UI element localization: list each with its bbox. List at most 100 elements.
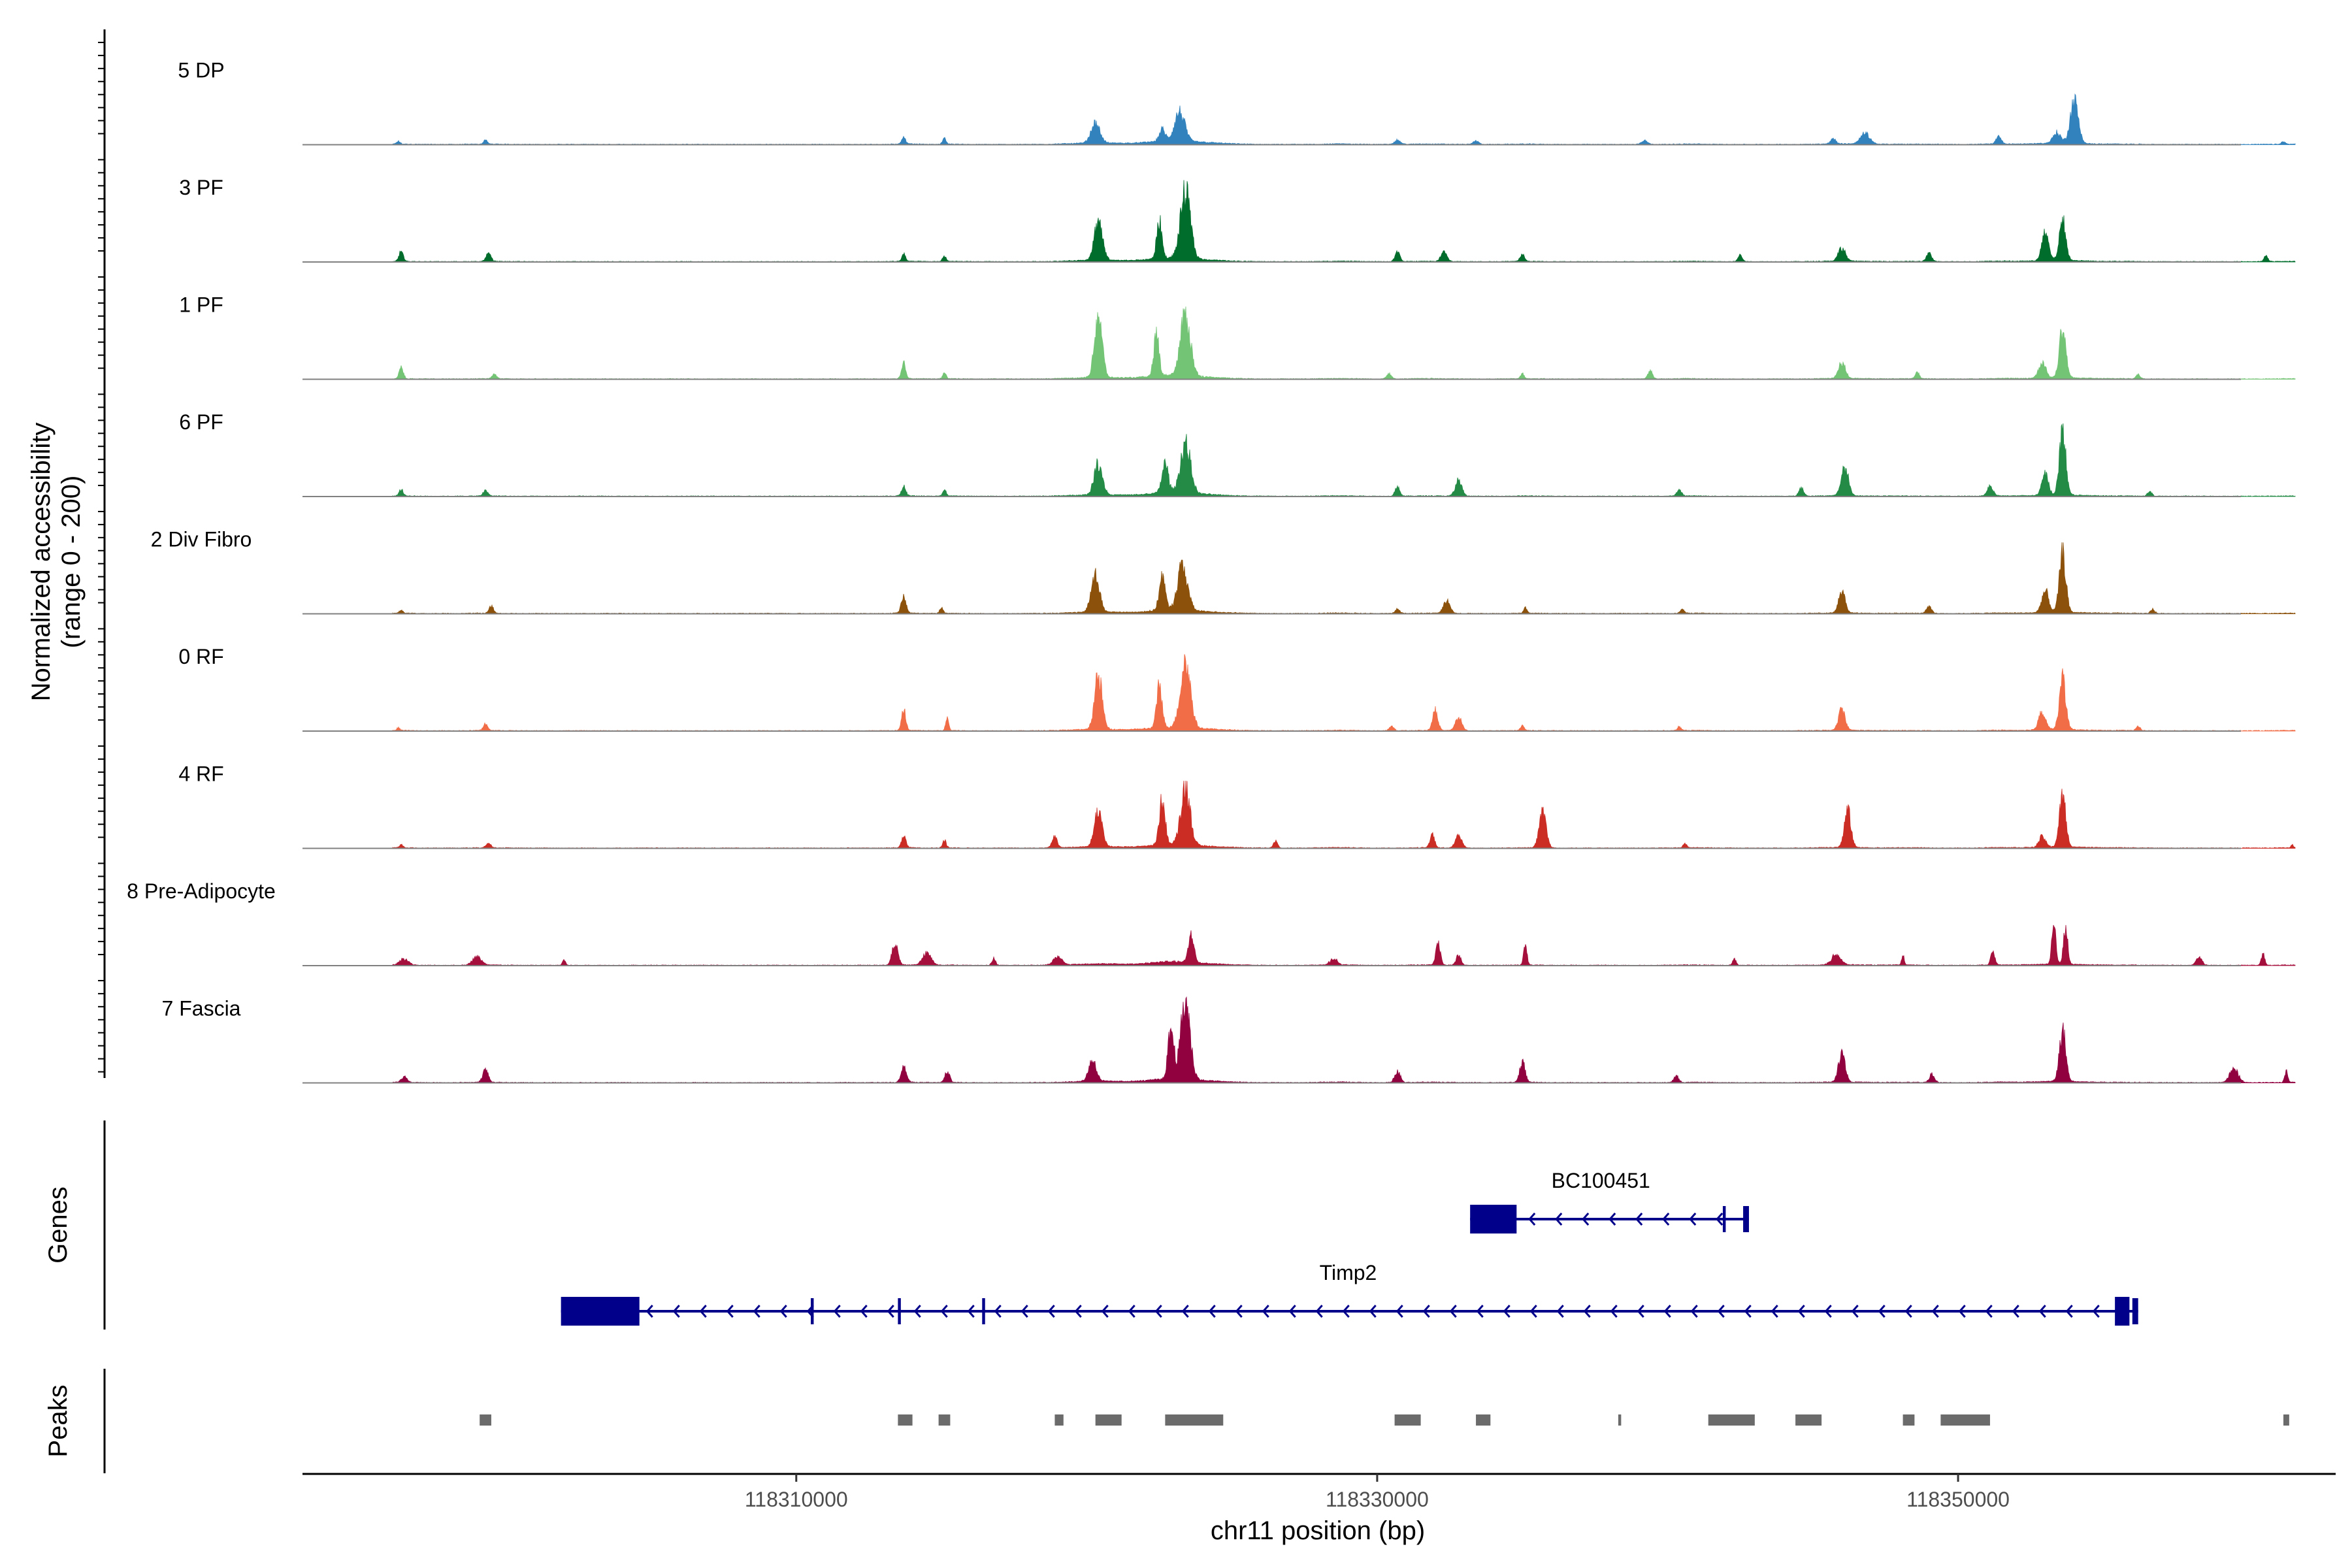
strand-chevron [2065, 1305, 2073, 1318]
strand-chevron [1797, 1305, 1805, 1318]
gene-exon [561, 1297, 640, 1326]
strand-chevron [1528, 1213, 1536, 1226]
strand-chevron [940, 1305, 948, 1318]
track-5-dp: 5 DP [178, 59, 2296, 146]
strand-chevron [1154, 1305, 1162, 1318]
peak-region [1054, 1414, 1064, 1426]
x-axis-title: chr11 position (bp) [1211, 1516, 1425, 1545]
peak-region [1795, 1414, 1822, 1426]
strand-chevron [1689, 1213, 1697, 1226]
track-label: 4 RF [178, 762, 223, 786]
gene-exon [1722, 1206, 1726, 1232]
peaks-panel [480, 1414, 2289, 1426]
gene-bc100451: BC100451 [1470, 1169, 1749, 1233]
genes-panel: BC100451 Timp2 [561, 1169, 2138, 1326]
strand-chevron [753, 1305, 760, 1318]
strand-chevron [645, 1305, 653, 1318]
strand-chevron [967, 1305, 975, 1318]
track-3-pf: 3 PF [179, 176, 2296, 263]
strand-chevron [1744, 1305, 1752, 1318]
peak-region [898, 1414, 913, 1426]
strand-chevron [1074, 1305, 1082, 1318]
x-tick-label: 118330000 [1326, 1488, 1429, 1511]
strand-chevron [1717, 1305, 1725, 1318]
strand-chevron [1716, 1213, 1723, 1226]
strand-chevron [1635, 1213, 1643, 1226]
strand-chevron [779, 1305, 787, 1318]
peak-region [2283, 1414, 2289, 1426]
track-2-div-fibro: 2 Div Fibro [151, 528, 2296, 615]
strand-chevron [1101, 1305, 1109, 1318]
x-tick-label: 118350000 [1906, 1488, 2010, 1511]
strand-chevron [1128, 1305, 1135, 1318]
strand-chevron [2012, 1305, 2019, 1318]
strand-chevron [1904, 1305, 1912, 1318]
strand-chevron [1555, 1213, 1563, 1226]
strand-chevron [1369, 1305, 1377, 1318]
peak-region [1394, 1414, 1421, 1426]
strand-chevron [1529, 1305, 1537, 1318]
strand-chevron [1958, 1305, 1966, 1318]
strand-chevron [1181, 1305, 1189, 1318]
strand-chevron [1262, 1305, 1269, 1318]
strand-chevron [1878, 1305, 1886, 1318]
strand-chevron [1047, 1305, 1055, 1318]
strand-chevron [1931, 1305, 1939, 1318]
genes-y-title: Genes [44, 1186, 73, 1264]
peak-region [1095, 1414, 1122, 1426]
track-label: 5 DP [178, 59, 224, 82]
strand-chevron [860, 1305, 868, 1318]
strand-chevron [1690, 1305, 1698, 1318]
track-1-pf: 1 PF [179, 293, 2296, 380]
peaks-y-title: Peaks [44, 1384, 73, 1457]
strand-chevron [1422, 1305, 1430, 1318]
peak-region [1708, 1414, 1755, 1426]
strand-chevron [1449, 1305, 1457, 1318]
gene-exon [982, 1298, 985, 1324]
strand-chevron [994, 1305, 1002, 1318]
strand-chevron [1662, 1213, 1670, 1226]
strand-chevron [1396, 1305, 1403, 1318]
peak-region [480, 1414, 491, 1426]
strand-chevron [1235, 1305, 1243, 1318]
strand-chevron [1663, 1305, 1671, 1318]
peak-region [1165, 1414, 1224, 1426]
strand-chevron [1583, 1305, 1591, 1318]
strand-chevron [1985, 1305, 1993, 1318]
strand-chevron [1342, 1305, 1350, 1318]
strand-chevron [1315, 1305, 1323, 1318]
track-label: 0 RF [178, 645, 223, 668]
track-0-rf: 0 RF [178, 645, 2296, 732]
coverage-y-axis [98, 29, 106, 1078]
strand-chevron [2038, 1305, 2046, 1318]
track-6-pf: 6 PF [179, 410, 2296, 497]
gene-label: BC100451 [1552, 1169, 1650, 1192]
strand-chevron [913, 1305, 921, 1318]
gene-exon [1743, 1206, 1749, 1232]
peak-region [1618, 1414, 1622, 1426]
gene-exon [898, 1298, 901, 1324]
track-label: 2 Div Fibro [151, 528, 252, 551]
strand-chevron [1824, 1305, 1832, 1318]
strand-chevron [1503, 1305, 1511, 1318]
track-label: 8 Pre-Adipocyte [127, 879, 276, 903]
gene-timp2: Timp2 [561, 1261, 2138, 1326]
track-label: 6 PF [179, 410, 223, 434]
strand-chevron [1610, 1305, 1618, 1318]
strand-chevron [1582, 1213, 1590, 1226]
strand-chevron [1609, 1213, 1616, 1226]
strand-chevron [726, 1305, 734, 1318]
strand-chevron [887, 1305, 894, 1318]
coverage-tracks: 5 DP 3 PF 1 PF 6 PF 2 Div Fibro 0 RF 4 RF 8 Pre… [127, 59, 2296, 1084]
peak-region [1903, 1414, 1915, 1426]
gene-label: Timp2 [1320, 1261, 1377, 1284]
strand-chevron [2092, 1305, 2100, 1318]
track-7-fascia: 7 Fascia [162, 996, 2296, 1084]
x-axis-ticks: 118310000 118330000 118350000 [745, 1474, 2010, 1511]
strand-chevron [1021, 1305, 1028, 1318]
gene-exon [2132, 1298, 2138, 1324]
track-label: 3 PF [179, 176, 223, 199]
track-label: 7 Fascia [162, 997, 241, 1021]
